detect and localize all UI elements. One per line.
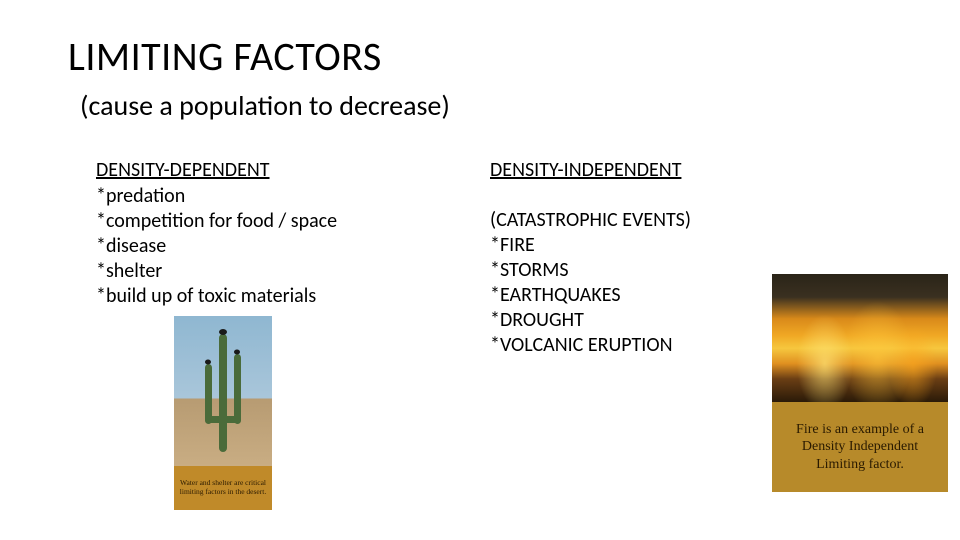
right-subheading: (CATASTROPHIC EVENTS) (490, 208, 770, 233)
left-item: *build up of toxic materials (96, 284, 436, 309)
right-heading: DENSITY-INDEPENDENT (490, 158, 770, 182)
fire-image (772, 274, 948, 402)
flame-icon (772, 274, 948, 402)
desert-caption: Water and shelter are critical limiting … (174, 466, 272, 510)
spacer (490, 184, 770, 208)
right-item: *STORMS (490, 258, 770, 283)
slide-title: LIMITING FACTORS (68, 32, 382, 81)
fire-caption: Fire is an example of a Density Independ… (772, 402, 948, 492)
left-heading: DENSITY-DEPENDENT (96, 158, 436, 182)
cactus-icon (201, 324, 245, 454)
left-column: DENSITY-DEPENDENT *predation *competitio… (96, 158, 436, 309)
left-item: *disease (96, 234, 436, 259)
right-item: *VOLCANIC ERUPTION (490, 333, 770, 358)
right-item: *DROUGHT (490, 308, 770, 333)
desert-image (174, 316, 272, 466)
slide-subtitle: (cause a population to decrease) (80, 88, 450, 123)
left-item: *shelter (96, 259, 436, 284)
fire-card: Fire is an example of a Density Independ… (772, 274, 948, 492)
right-column: DENSITY-INDEPENDENT (CATASTROPHIC EVENTS… (490, 158, 770, 358)
right-item: *EARTHQUAKES (490, 283, 770, 308)
left-item: *predation (96, 184, 436, 209)
desert-card: Water and shelter are critical limiting … (174, 316, 272, 510)
right-item: *FIRE (490, 233, 770, 258)
left-item: *competition for food / space (96, 209, 436, 234)
